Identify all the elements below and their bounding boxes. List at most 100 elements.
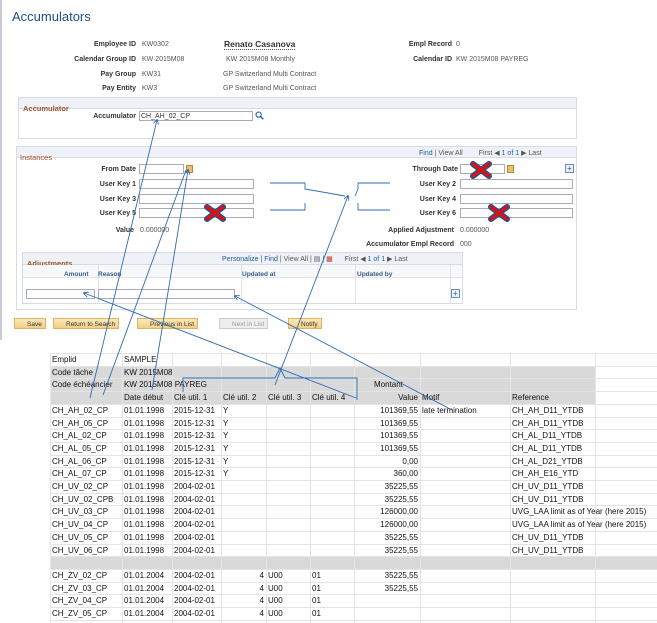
adjustments-last-link[interactable]: Last <box>394 256 408 263</box>
adjustments-find-link[interactable]: Find <box>264 256 278 263</box>
sheet-cell: 01 <box>312 609 321 618</box>
personalize-link[interactable]: Personalize <box>222 256 259 263</box>
sheet-cell: 01.01.1998 <box>124 418 165 428</box>
col-updated-at: Updated at <box>242 271 276 278</box>
sheet-cell: CH_ZV_03_CP <box>52 583 108 593</box>
spreadsheet: Emplid SAMPLE Code tâche KW 2015M08 Code éch… <box>50 353 657 623</box>
calendar-icon[interactable] <box>186 165 193 173</box>
sheet-cell: 01 <box>312 596 321 606</box>
grid-line <box>310 353 311 623</box>
sheet-cell: 35225,55 <box>384 570 418 580</box>
user-key-4-input[interactable] <box>460 194 573 204</box>
cross-mark-icon <box>470 161 492 179</box>
sheet-cell: 01.01.1998 <box>124 456 165 466</box>
sheet-cell: 2004-02-01 <box>174 494 215 504</box>
adjustments-count: 1 of 1 <box>367 256 386 263</box>
instances-section-title: Instances <box>20 153 53 162</box>
calendar-icon[interactable] <box>507 165 514 173</box>
cross-mark-icon <box>488 204 510 222</box>
sheet-cell: 101369,55 <box>380 405 418 415</box>
next-in-list-button[interactable]: Next in List <box>219 318 269 329</box>
grid-line <box>50 518 657 520</box>
next-arrow-icon[interactable]: ▶ <box>387 256 393 263</box>
reason-input[interactable] <box>98 289 235 299</box>
adjustments-first-link[interactable]: First <box>344 256 359 263</box>
pay-group: KW31 <box>142 71 162 78</box>
grid-line <box>510 353 511 623</box>
sheet-cell: U00 <box>268 596 283 606</box>
accumulator-input[interactable]: CH_AH_02_CP <box>139 111 253 121</box>
sheet-cell: U00 <box>268 609 283 618</box>
instances-view-all-link[interactable]: View All <box>438 150 463 157</box>
separator-band <box>50 556 657 569</box>
instances-last-link[interactable]: Last <box>528 150 542 157</box>
grid-line <box>50 556 657 558</box>
sheet-cell: 01.01.1998 <box>124 532 165 542</box>
acc-empl-record: 000 <box>460 241 472 248</box>
sheet-cell: 01 <box>312 570 321 580</box>
col-amount: Amount <box>64 271 89 278</box>
through-date-label: Through Date <box>412 166 459 173</box>
prev-arrow-icon[interactable]: ◀ <box>360 256 366 263</box>
next-arrow-icon[interactable]: ▶ <box>521 150 527 157</box>
notify-button[interactable]: Notify <box>288 318 322 329</box>
sheet-cell: Value <box>398 393 418 403</box>
sheet-cell: 35225,55 <box>384 482 418 491</box>
col-updated-by: Updated by <box>357 271 393 278</box>
previous-in-list-button[interactable]: Previous in List <box>137 318 199 329</box>
employee-name[interactable]: Renato Casanova <box>224 39 296 50</box>
grid-line <box>50 619 657 621</box>
lookup-search-icon[interactable] <box>255 111 264 120</box>
instances-nav: Find | View All First ◀ 1 of 1 ▶ Last <box>419 150 542 157</box>
sheet-cell: 4 <box>259 609 264 618</box>
grid-line <box>221 353 222 623</box>
grid-line <box>172 353 173 623</box>
sheet-cell: CH_AL_D11_YTDB <box>512 443 583 453</box>
sheet-cell: CH_UV_06_CP <box>52 545 109 555</box>
grid-line <box>50 505 657 507</box>
instances-first-link[interactable]: First <box>478 150 493 157</box>
grid-line <box>50 441 657 443</box>
sheet-cell: 2004-02-01 <box>174 583 215 593</box>
amount-input[interactable] <box>26 289 95 299</box>
sheet-cell: Clé util. 1 <box>174 393 208 403</box>
user-key-1-label: User Key 1 <box>99 181 136 188</box>
user-key-5-input[interactable] <box>139 208 254 218</box>
grid-line <box>50 467 657 469</box>
sheet-cell: CH_AL_02_CP <box>52 431 107 441</box>
grid-line <box>50 594 657 596</box>
pay-group-desc: GP Switzerland Multi Contract <box>223 71 317 78</box>
sheet-cell: late termination <box>422 405 477 415</box>
sheet-cell: 126000,00 <box>380 520 418 530</box>
user-key-1-input[interactable] <box>139 179 254 189</box>
from-date-input[interactable] <box>139 164 184 174</box>
sheet-cell: 360,00 <box>393 469 418 479</box>
sheet-cell: Clé util. 4 <box>312 393 346 403</box>
instances-find-link[interactable]: Find <box>419 150 433 157</box>
applied-adjustment: 0.000000 <box>460 227 490 234</box>
user-key-3-input[interactable] <box>139 194 254 204</box>
sheet-cell: CH_UV_D11_YTDB <box>512 532 584 542</box>
calendar-group: KW 2015M08 <box>142 56 185 63</box>
save-button[interactable]: Save <box>14 318 46 329</box>
sheet-cell: Y <box>223 443 229 453</box>
add-adjustment-icon[interactable]: + <box>451 289 460 298</box>
sheet-cell: CH_UV_D11_YTDB <box>512 545 584 555</box>
sheet-cell: 4 <box>259 570 264 580</box>
sheet-cell: 35225,55 <box>384 532 418 542</box>
add-row-icon[interactable]: + <box>565 164 574 173</box>
prev-arrow-icon[interactable]: ◀ <box>494 150 500 157</box>
return-to-search-button[interactable]: Return to Search <box>53 318 120 329</box>
user-key-3-label: User Key 3 <box>99 196 136 203</box>
download-excel-icon[interactable]: ▦ <box>326 256 333 263</box>
sheet-cell: U00 <box>268 583 283 593</box>
sheet-cell: 01.01.2004 <box>124 609 165 618</box>
user-key-2-input[interactable] <box>460 179 573 189</box>
grid-line <box>50 353 51 623</box>
user-key-4-label: User Key 4 <box>419 196 456 203</box>
sheet-cell: KW 2015M08 <box>124 367 173 377</box>
adjustments-view-all-link[interactable]: View All <box>283 256 309 263</box>
sheet-cell: 2015-12-31 <box>174 469 215 479</box>
user-key-6-input[interactable] <box>460 208 573 218</box>
sheet-cell: Clé util. 2 <box>223 393 257 403</box>
